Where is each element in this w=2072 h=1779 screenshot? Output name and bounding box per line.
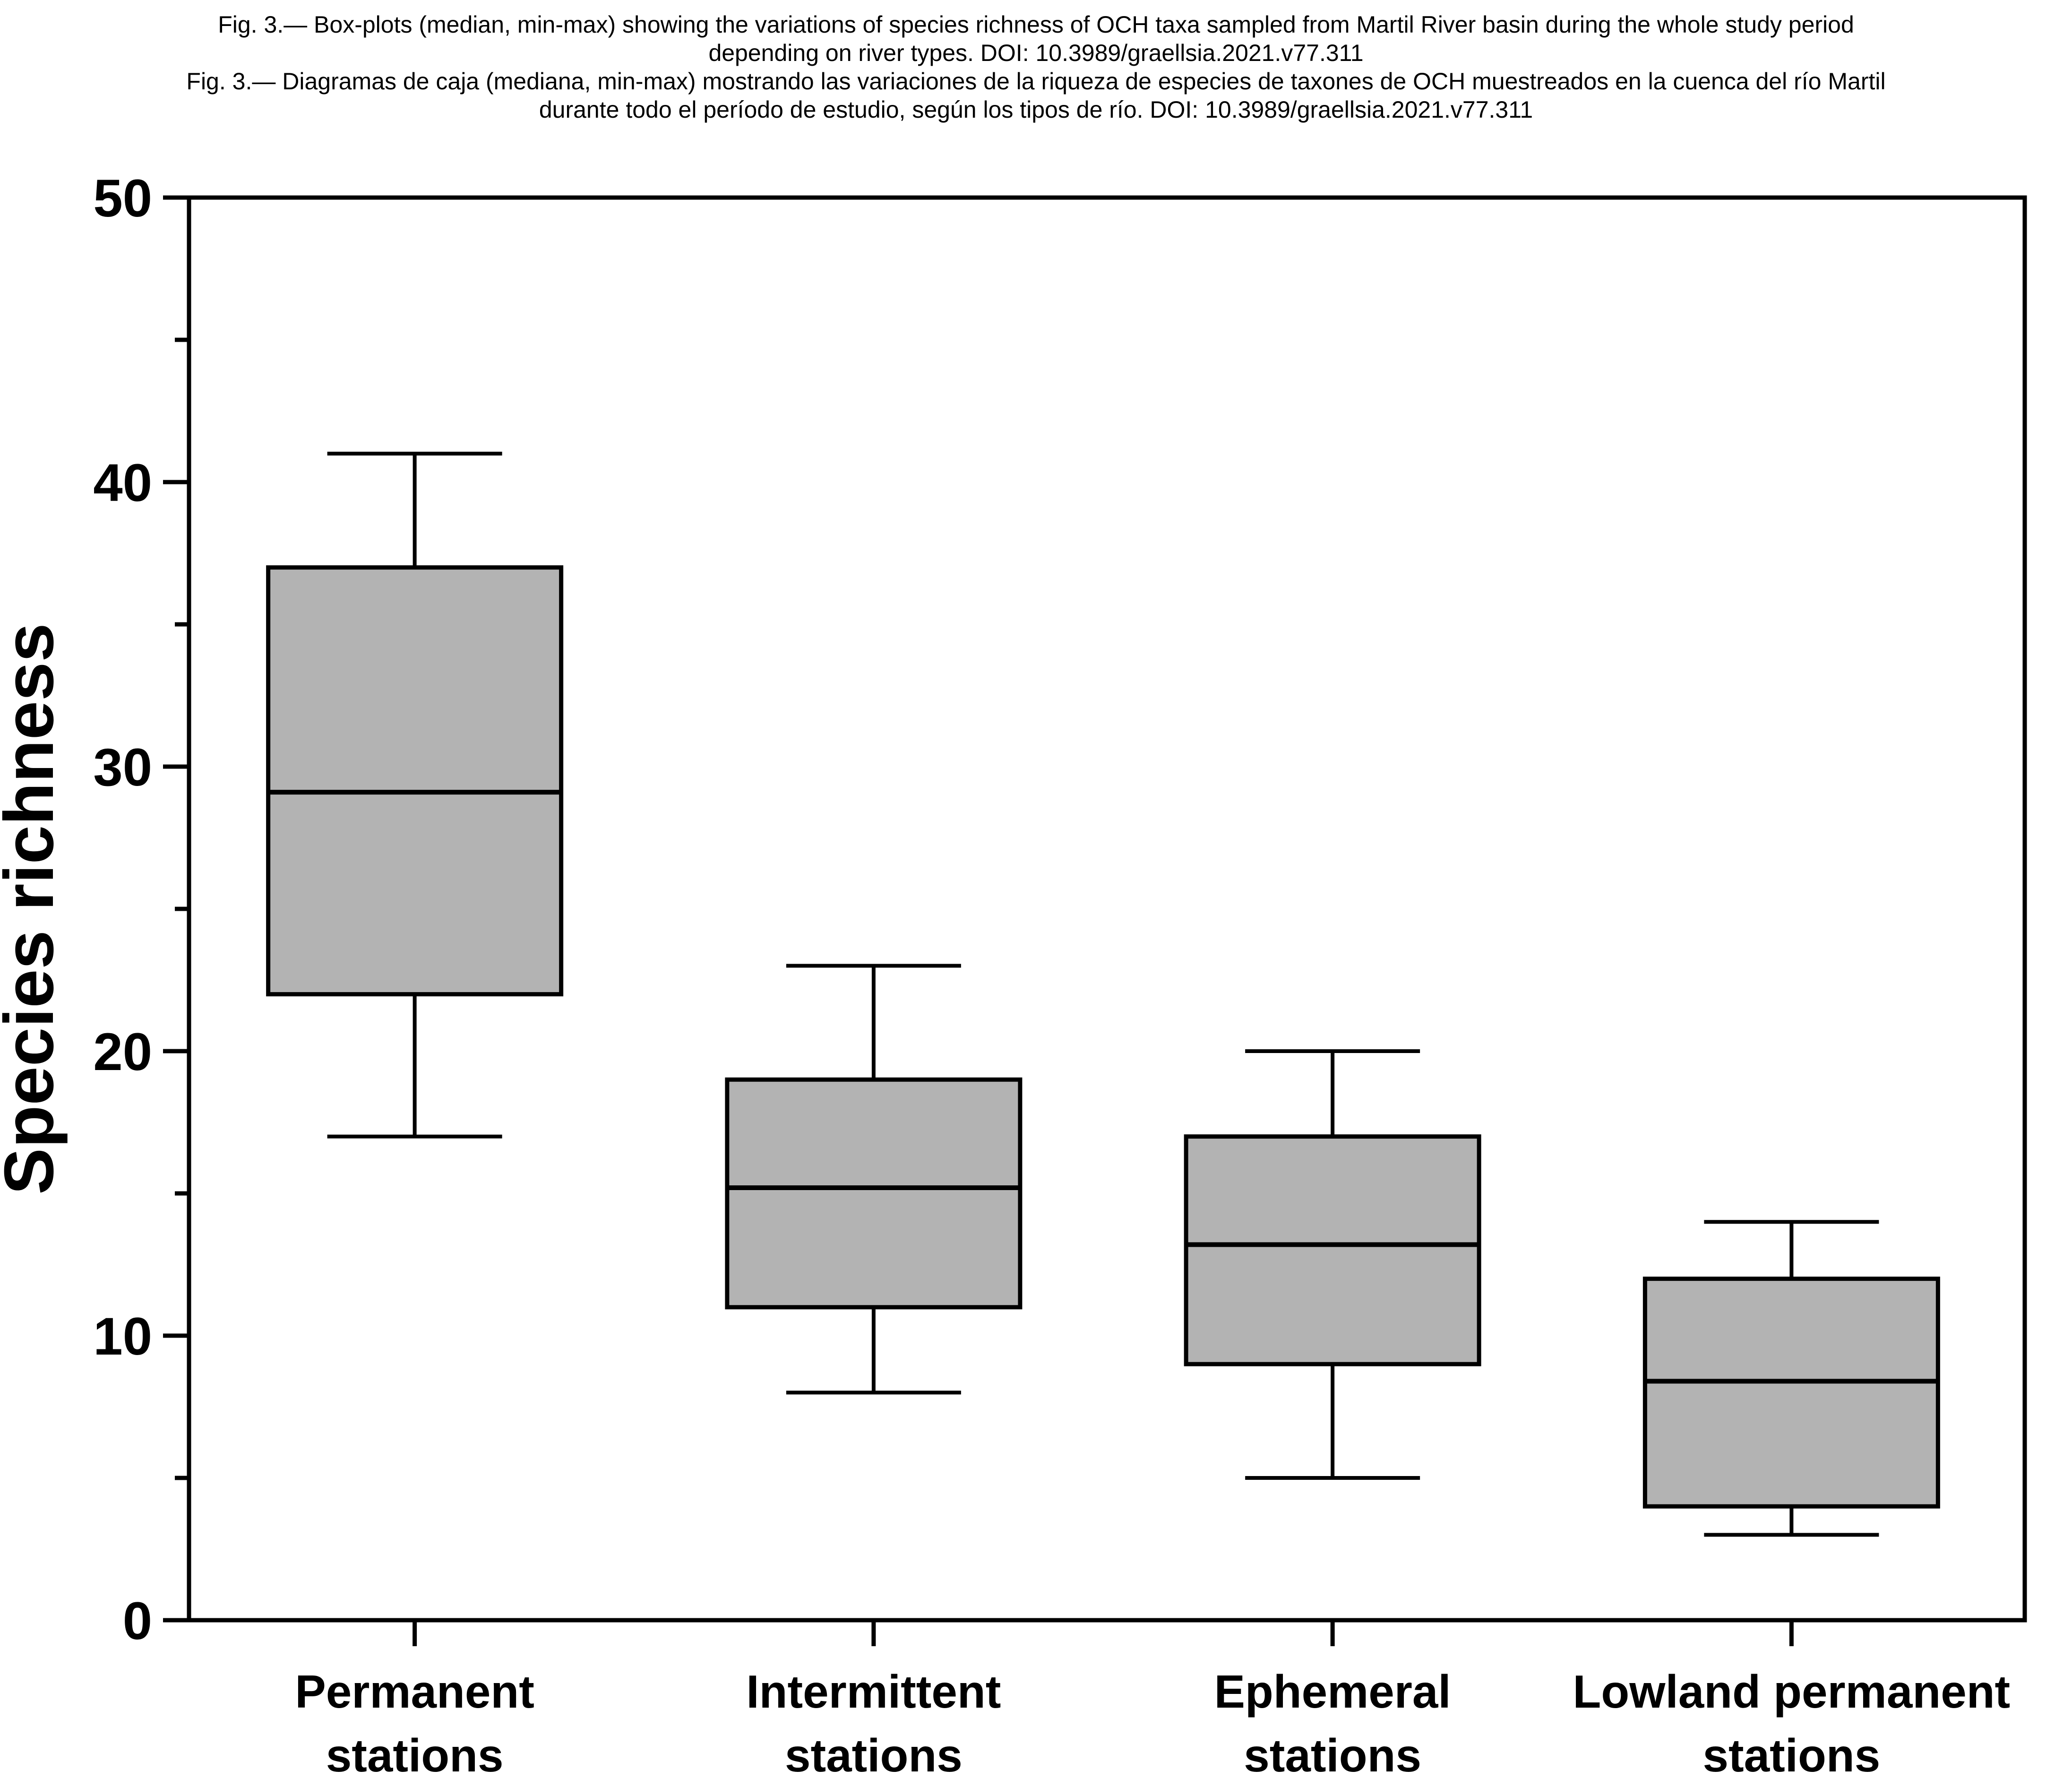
axis-labels: 0 10 20 30 40 50 Species richness Permanent stat… xyxy=(0,169,2010,1779)
category-label-line-2: stations xyxy=(1244,1729,1421,1779)
y-tick-label: 0 xyxy=(123,1591,152,1650)
box-group xyxy=(725,964,1023,1395)
category-label-line-1: Ephemeral xyxy=(1214,1666,1451,1718)
axes xyxy=(163,195,2027,1646)
category-label-line-2: stations xyxy=(1703,1729,1881,1779)
y-tick-label: 30 xyxy=(93,738,152,797)
figure-caption: Fig. 3.— Box-plots (median, min-max) sho… xyxy=(0,10,2072,124)
category-label-line-1: Intermittent xyxy=(746,1666,1001,1718)
category-label-line-2: stations xyxy=(326,1729,504,1779)
category-label-line-1: Permanent xyxy=(295,1666,534,1718)
y-tick-label: 10 xyxy=(93,1307,152,1366)
caption-english-line-2: depending on river types. DOI: 10.3989/g… xyxy=(708,40,1364,66)
interquartile-box xyxy=(1642,1277,1940,1509)
y-tick-label: 40 xyxy=(93,453,152,512)
caption-spanish-line-1: Fig. 3.— Diagramas de caja (mediana, min… xyxy=(186,68,1886,95)
y-tick-label: 50 xyxy=(93,169,152,228)
box-group xyxy=(1642,1220,1940,1537)
caption-english-line-1: Fig. 3.— Box-plots (median, min-max) sho… xyxy=(218,11,1854,38)
caption-spanish-line-2: durante todo el período de estudio, segú… xyxy=(539,96,1533,123)
interquartile-box xyxy=(725,1077,1023,1310)
y-tick-label: 20 xyxy=(93,1022,152,1081)
category-label-line-1: Lowland permanent xyxy=(1573,1666,2011,1718)
interquartile-box xyxy=(266,565,564,997)
category-label-line-2: stations xyxy=(785,1729,963,1779)
box-plots xyxy=(266,451,1940,1537)
box-group xyxy=(266,451,564,1139)
interquartile-box xyxy=(1184,1134,1481,1366)
box-group xyxy=(1184,1049,1481,1480)
y-axis-title: Species richness xyxy=(0,623,68,1194)
